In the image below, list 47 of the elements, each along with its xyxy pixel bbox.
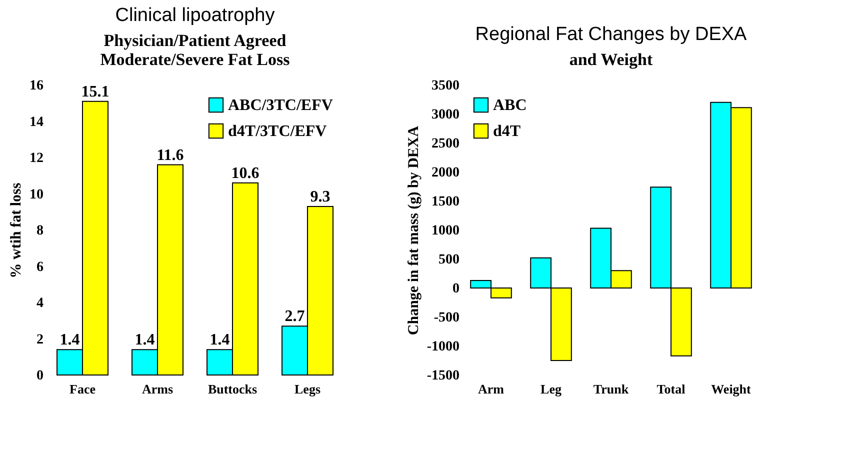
y-tick-label: 1000 — [432, 224, 460, 238]
y-tick-label: 2000 — [432, 166, 460, 180]
x-tick-label: Weight — [711, 382, 752, 396]
y-tick-label: 8 — [36, 224, 44, 238]
x-tick-label: Leg — [540, 382, 562, 396]
y-tick-label: 16 — [30, 78, 44, 94]
y-tick-label: -500 — [434, 310, 460, 326]
x-tick-label: Legs — [294, 382, 320, 396]
y-tick-label: 1500 — [432, 194, 460, 210]
data-label: 10.6 — [231, 164, 260, 182]
x-tick-label: Trunk — [593, 382, 630, 396]
y-tick-label: 6 — [36, 260, 44, 275]
x-tick-label: Total — [656, 382, 686, 396]
y-tick-label: 4 — [36, 296, 44, 311]
y-axis-title: % wtih fat loss — [8, 182, 24, 278]
chart-title: Clinical lipoatrophy — [115, 5, 276, 26]
y-axis-title: Change in fat mass (g) by DEXA — [406, 126, 422, 336]
data-label: 2.7 — [284, 308, 305, 326]
chart-subtitle: Physician/Patient Agreed Moderate/Severe Fat Loss — [100, 31, 290, 69]
y-tick-label: 14 — [30, 114, 44, 130]
y-tick-label: 12 — [30, 151, 44, 166]
data-label: 15.1 — [81, 83, 110, 100]
y-tick-label: 0 — [452, 282, 460, 296]
y-tick-label: 0 — [36, 368, 44, 384]
y-tick-label: 10 — [30, 187, 44, 202]
legend-label: d4T/3TC/EFV — [228, 123, 328, 140]
data-label: 1.4 — [134, 332, 155, 349]
data-label: 1.4 — [210, 332, 230, 349]
y-tick-label: -1500 — [426, 368, 460, 384]
legend-label: ABC/3TC/EFV — [228, 97, 334, 114]
legend-label: d4T — [493, 123, 521, 140]
data-label: 1.4 — [60, 332, 80, 349]
y-tick-label: 3500 — [432, 78, 460, 94]
chart-title: Regional Fat Changes by DEXA — [475, 24, 748, 45]
x-tick-label: Face — [70, 382, 96, 396]
data-label: 11.6 — [156, 146, 184, 164]
y-tick-label: 500 — [438, 252, 460, 268]
data-label: 9.3 — [310, 188, 330, 206]
legend-label: ABC — [493, 97, 527, 114]
x-tick-label: Buttocks — [208, 382, 258, 396]
y-tick-label: 3000 — [432, 108, 460, 122]
x-tick-label: Arm — [478, 382, 504, 396]
chart-subtitle: and Weight — [569, 50, 653, 69]
y-tick-label: -1000 — [426, 340, 460, 354]
y-tick-label: 2500 — [432, 136, 460, 152]
x-tick-label: Arms — [142, 382, 174, 396]
y-tick-label: 2 — [36, 332, 44, 348]
